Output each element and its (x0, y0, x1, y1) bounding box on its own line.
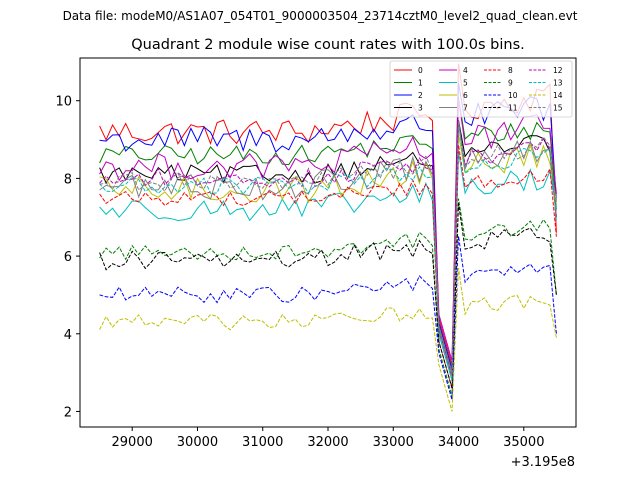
legend-label-12: 12 (553, 66, 563, 75)
series-line-9 (99, 198, 557, 397)
x-tick-label-32000: 32000 (307, 435, 348, 450)
series-group (99, 63, 557, 412)
x-tick-label-35000: 35000 (503, 435, 544, 450)
series-line-7 (99, 120, 557, 373)
plot-area: 29000 30000 31000 32000 33000 34000 35000 2 4 6 8 1… (55, 57, 577, 450)
x-tick-label-34000: 34000 (438, 435, 479, 450)
legend-frame (389, 60, 573, 118)
legend-label-5: 5 (463, 78, 468, 87)
legend-label-11: 11 (508, 103, 518, 112)
legend-label-4: 4 (463, 66, 468, 75)
suptitle: Data file: modeM0/AS1A07_054T01_90000035… (63, 9, 578, 23)
legend-label-13: 13 (553, 78, 563, 87)
y-tick-label-6: 6 (64, 250, 72, 265)
legend-label-2: 2 (418, 91, 423, 100)
x-tick-label-29000: 29000 (112, 435, 153, 450)
legend-label-10: 10 (508, 91, 518, 100)
series-line-4 (99, 98, 557, 362)
series-line-5 (99, 151, 557, 381)
series-line-6 (99, 133, 557, 377)
legend-label-7: 7 (463, 103, 468, 112)
chart-title: Quadrant 2 module wise count rates with … (131, 37, 525, 53)
legend-label-15: 15 (553, 103, 563, 112)
series-line-13 (99, 123, 557, 381)
legend-label-8: 8 (508, 66, 513, 75)
x-tick-label-33000: 33000 (373, 435, 414, 450)
x-offset-label: +3.195e8 (511, 455, 575, 470)
series-line-8 (99, 144, 557, 389)
series-line-15 (99, 122, 557, 377)
series-line-1 (99, 97, 557, 373)
series-line-14 (99, 267, 557, 412)
legend-label-6: 6 (463, 91, 468, 100)
y-tick-label-4: 4 (64, 328, 72, 343)
y-tick-label-2: 2 (64, 405, 72, 420)
y-tick-label-8: 8 (64, 172, 72, 187)
series-line-11 (99, 203, 557, 389)
legend-label-3: 3 (418, 103, 423, 112)
legend-label-0: 0 (418, 66, 423, 75)
x-tick-label-31000: 31000 (242, 435, 283, 450)
series-line-10 (99, 236, 557, 400)
x-tick-label-30000: 30000 (177, 435, 218, 450)
legend-label-9: 9 (508, 78, 513, 87)
legend-label-14: 14 (553, 91, 563, 100)
legend-label-1: 1 (418, 78, 423, 87)
y-tick-label-10: 10 (55, 95, 72, 110)
